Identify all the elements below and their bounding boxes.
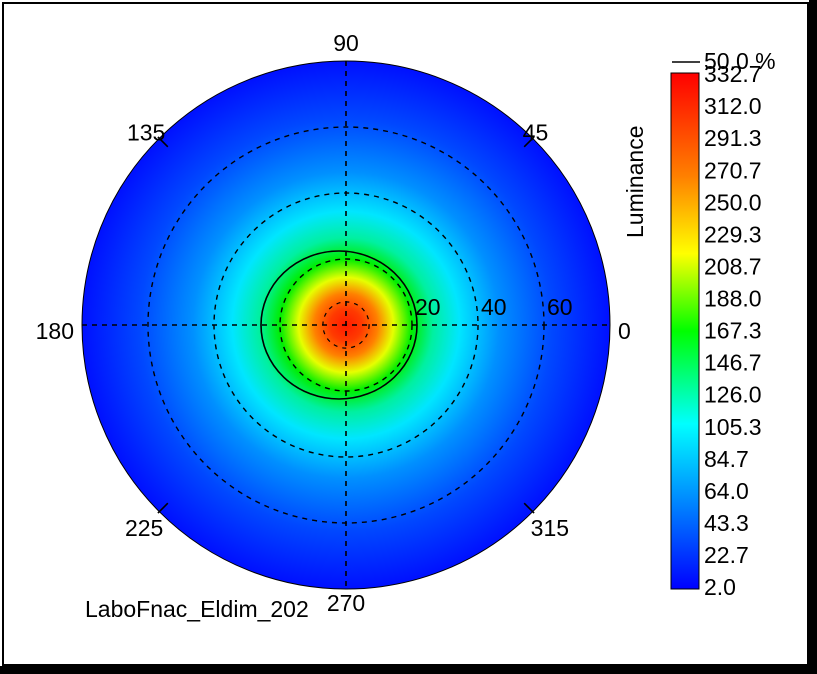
colorbar-gradient — [670, 72, 700, 590]
colorbar-tick-label: 105.3 — [704, 414, 762, 440]
colorbar-tick-label: 188.0 — [704, 286, 762, 312]
colorbar-ticks: 332.7 312.0 291.3 270.7 250.0 229.3 208.7 188.0… — [704, 61, 762, 600]
angle-label-135: 135 — [127, 119, 165, 145]
angle-label-90: 90 — [333, 30, 359, 56]
contour-50-percent — [260, 250, 418, 400]
colorbar-tick-label: 126.0 — [704, 382, 762, 408]
colorbar-tick-label: 270.7 — [704, 157, 762, 183]
colorbar-tick-label: 64.0 — [704, 478, 749, 504]
angle-tick-315 — [523, 502, 535, 514]
angle-label-180: 180 — [36, 318, 74, 344]
colorbar-tick-label: 146.7 — [704, 350, 762, 376]
angle-tick-225 — [157, 502, 169, 514]
colorbar-title: Luminance — [622, 125, 648, 238]
angle-label-45: 45 — [523, 119, 549, 145]
angle-tick-45 — [523, 136, 535, 148]
colorbar-tick-label: 43.3 — [704, 510, 749, 536]
frame-shadow-bottom — [0, 666, 817, 674]
ring-label-20: 20 — [415, 294, 441, 320]
angle-label-225: 225 — [125, 515, 163, 541]
angle-label-315: 315 — [531, 515, 569, 541]
angle-label-270: 270 — [327, 590, 365, 616]
colorbar-tick-label: 291.3 — [704, 125, 762, 151]
frame-shadow-right — [809, 0, 817, 674]
colorbar-tick-label: 22.7 — [704, 542, 749, 568]
angle-labels: 0 45 90 135 180 225 270 315 — [36, 30, 631, 616]
colorbar-tick-label: 332.7 — [704, 61, 762, 87]
contour-legend-label: 50.0 % — [704, 48, 776, 74]
angle-ticks — [157, 136, 535, 514]
angle-tick-135 — [157, 136, 169, 148]
colorbar-tick-label: 312.0 — [704, 93, 762, 119]
colorbar-tick-label: 2.0 — [704, 574, 736, 600]
ring-labels: 20 40 60 — [415, 294, 573, 320]
colorbar-tick-label: 84.7 — [704, 446, 749, 472]
chart-caption: LaboFnac_Eldim_202 — [85, 596, 309, 622]
ring-label-40: 40 — [481, 294, 507, 320]
colorbar-tick-label: 229.3 — [704, 221, 762, 247]
colorbar-tick-label: 208.7 — [704, 253, 762, 279]
colorbar-tick-label: 250.0 — [704, 189, 762, 215]
colorbar-tick-label: 167.3 — [704, 318, 762, 344]
ring-label-60: 60 — [547, 294, 573, 320]
polar-grid — [82, 61, 610, 589]
angle-label-0: 0 — [618, 318, 631, 344]
